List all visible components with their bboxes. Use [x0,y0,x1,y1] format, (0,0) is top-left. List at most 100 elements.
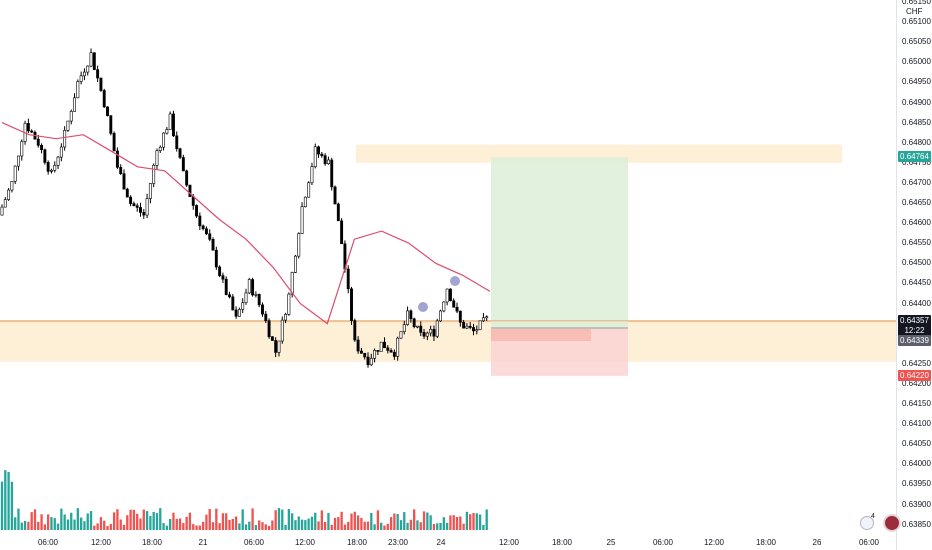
volume-bar [469,514,472,530]
volume-bar [462,523,465,530]
candle-body [7,189,11,200]
candle-body [46,162,50,172]
candle-body [478,320,482,330]
candle-body [287,293,291,315]
volume-bar [472,513,475,530]
price-tick: 0.64000 [902,459,931,469]
volume-bar [162,522,165,530]
candle-body [218,266,222,276]
time-tick: 06:00 [37,538,59,547]
candle-body [119,167,123,174]
volume-bar [66,519,70,530]
candle-body [472,327,475,332]
volume-bar [475,513,478,530]
volume-bar [445,522,449,530]
candle-body [152,164,156,184]
candle-body [99,77,103,91]
chart-canvas[interactable] [0,0,896,550]
volume-bar [347,521,350,530]
volume-bar [416,520,419,530]
candle-body [416,325,419,328]
volume-bar [455,516,459,530]
price-tick: 0.64850 [902,117,931,127]
candle-body [386,347,390,351]
volume-bar [231,518,234,530]
volume-bar [360,517,363,530]
volume-bar [211,522,215,530]
candle-body [40,145,44,151]
candle-body [112,133,116,152]
volume-bar [320,510,323,530]
candle-body [129,196,133,204]
time-tick: 21 [198,538,208,547]
volume-bar [79,517,83,530]
volume-bar [399,520,403,530]
moving-average-line [1,122,491,325]
candle-body [56,156,60,166]
candle-body [201,225,205,230]
volume-bar [139,518,142,530]
candle-body [406,310,410,325]
volume-bar [172,512,175,530]
candle-body [43,149,47,163]
candle-body [475,329,479,332]
candle-body [195,205,198,217]
volume-bar [337,517,340,530]
volume-bar [119,519,122,530]
candle-body [224,278,228,295]
time-tick: 23:00 [387,538,409,547]
candle-body [142,212,146,216]
candle-body [429,328,433,334]
candle-body [297,233,301,257]
candle-body [155,150,159,166]
time-tick: 12:00 [498,538,520,547]
volume-bar [116,509,119,530]
candle-body [350,288,353,321]
candle-body [89,52,93,67]
volume-bar [7,471,10,530]
volume-bar [192,524,195,530]
volume-bar [195,525,198,530]
volume-bar [215,508,218,530]
volume-bar [10,481,14,530]
volume-bar [459,516,462,530]
volume-bar [465,511,469,530]
volume-bar [429,515,432,530]
candle-body [290,272,294,295]
volume-bar [436,523,439,530]
price-tick: 0.64650 [902,198,931,207]
candle-body [165,129,169,134]
volume-bar [0,481,4,530]
volume-bar [185,516,188,530]
volume-bar [393,513,396,530]
avatar-icon[interactable] [883,514,901,532]
volume-bar [20,522,23,530]
volume-bar [478,514,482,530]
candle-body [333,186,337,205]
candle-body [181,157,185,172]
volume-bar [277,508,281,530]
volume-bar [142,509,145,530]
candle-body [320,153,324,156]
volume-bar [426,512,429,530]
candle-body [356,339,360,352]
last-price-label: 0.64357 [898,315,931,326]
candle-body [17,155,20,167]
volume-bar [182,523,185,530]
candle-body [191,196,195,206]
price-tick: 0.64400 [902,298,931,308]
candle-body [376,350,380,352]
candle-body [96,69,100,79]
volume-bar [439,523,442,530]
volume-bar [307,518,310,530]
volume-bar [208,508,211,530]
volume-bar [403,512,406,530]
price-axis[interactable]: 0.65150 0.65100 0.65050 0.65000 0.64950 0.649… [896,0,932,550]
candle-body [455,306,459,312]
replay-icon[interactable] [860,516,874,530]
candle-body [419,325,423,333]
volume-bar [422,511,426,530]
price-tick: 0.65150 [902,0,931,6]
support-zone [0,321,896,362]
price-tick: 0.64250 [902,358,931,368]
